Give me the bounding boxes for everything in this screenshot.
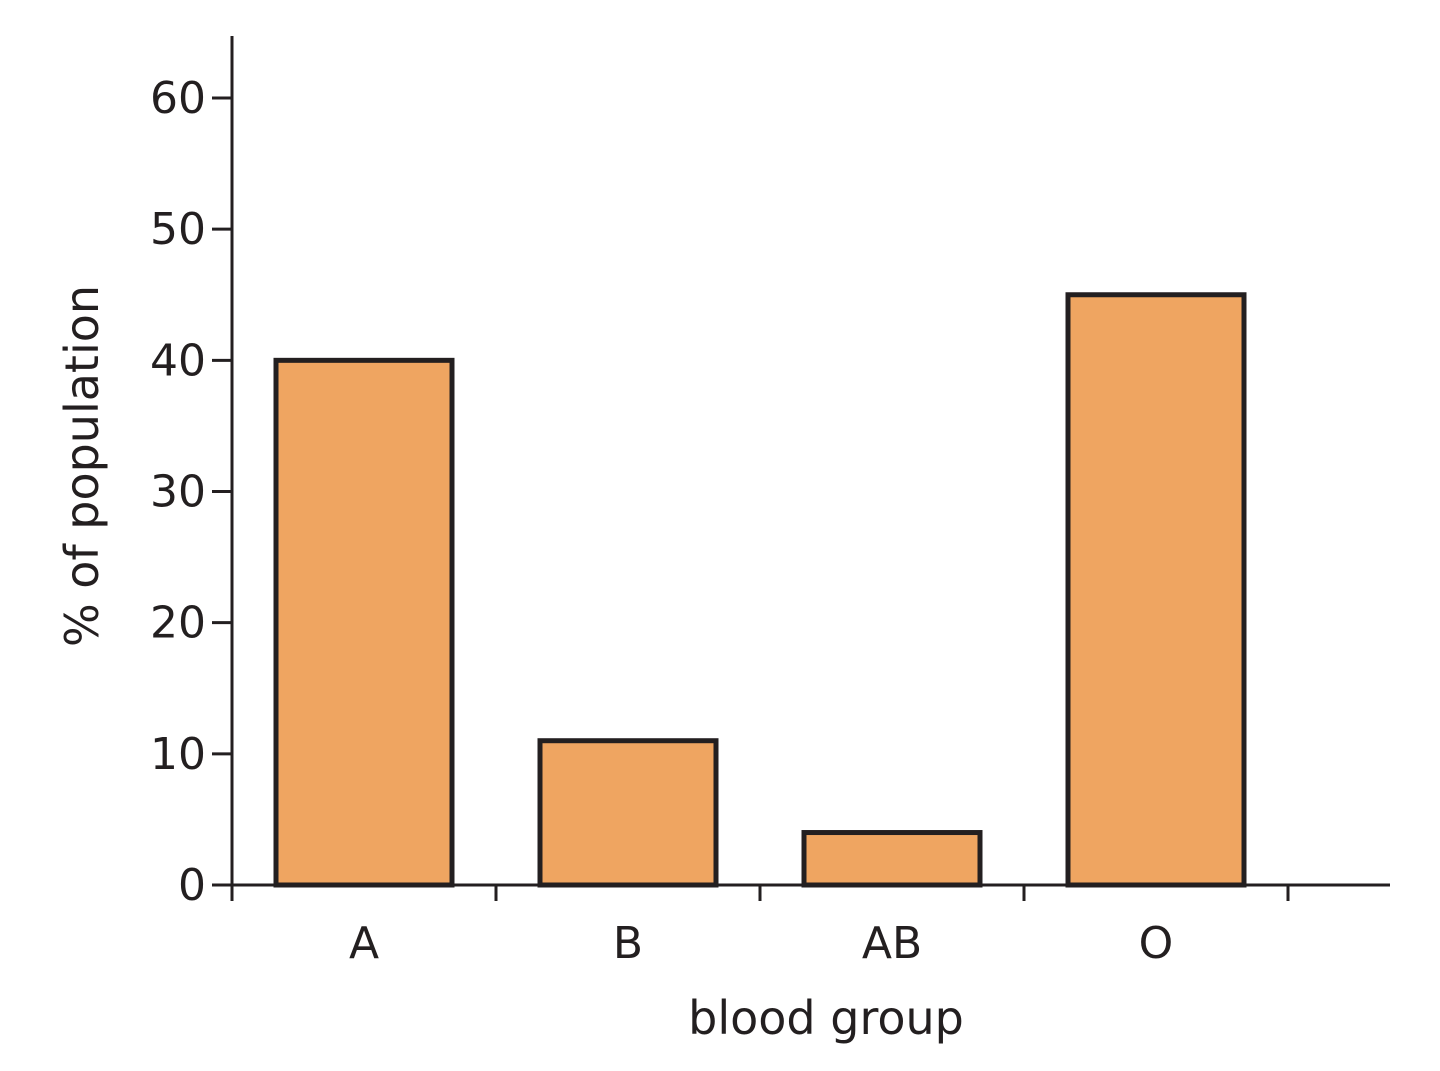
x-tick-label: A (349, 918, 379, 969)
x-tick-label: AB (862, 918, 922, 969)
bar-ab (801, 830, 983, 888)
bars-group (273, 292, 1247, 888)
bar-b (537, 738, 719, 888)
y-tick-label: 10 (150, 729, 206, 780)
x-axis-title: blood group (688, 991, 964, 1045)
y-axis-title: % of population (55, 285, 109, 647)
bar-o (1065, 292, 1247, 888)
x-tick-label: O (1139, 918, 1174, 969)
x-ticks-group: A B AB O (230, 885, 1290, 969)
y-tick-label: 40 (150, 335, 206, 386)
y-tick-label: 30 (150, 467, 206, 518)
y-tick-label: 60 (150, 73, 206, 124)
y-ticks-group: 0 10 20 30 40 50 60 (150, 73, 232, 911)
y-tick-label: 50 (150, 204, 206, 255)
x-tick-label: B (613, 918, 643, 969)
bar-a (273, 357, 455, 888)
y-tick-label: 20 (150, 598, 206, 649)
y-tick-label: 0 (178, 860, 206, 911)
